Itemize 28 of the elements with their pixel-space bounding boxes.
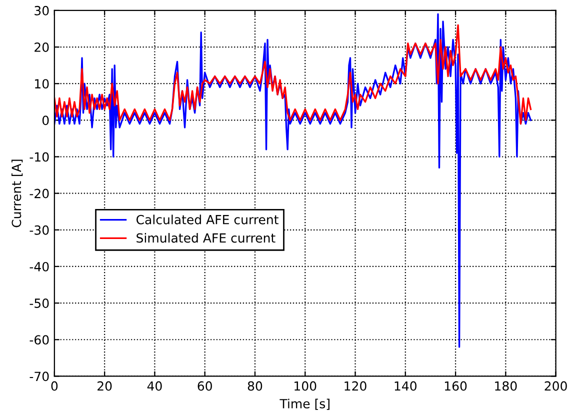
line-series <box>54 24 532 125</box>
x-tick-label: 120 <box>344 381 366 391</box>
y-tick-label: 20 <box>34 42 49 52</box>
line-series <box>54 13 532 348</box>
x-tick-label: 160 <box>444 381 467 391</box>
x-tick-label: 140 <box>394 381 416 391</box>
x-tick-label: 20 <box>98 381 112 391</box>
x-tick-label: 40 <box>147 381 162 391</box>
y-axis-title: Current [A] <box>12 160 23 228</box>
x-tick-label: 100 <box>294 381 316 391</box>
x-tick-label: 80 <box>248 381 262 391</box>
legend-label: Calculated AFE current <box>136 214 278 224</box>
legend-label: Simulated AFE current <box>136 233 276 243</box>
x-tick-label: 60 <box>198 381 212 391</box>
x-tick-label: 0 <box>51 381 58 391</box>
y-tick-label: -40 <box>30 262 49 272</box>
x-tick-label: 200 <box>544 381 567 391</box>
y-tick-label: -70 <box>30 372 49 382</box>
y-tick-label: 30 <box>34 6 49 16</box>
x-tick-label: 180 <box>495 381 517 391</box>
y-tick-label: 10 <box>35 79 49 89</box>
y-tick-label: -30 <box>30 225 49 235</box>
x-axis-title: Time [s] <box>280 398 330 410</box>
y-tick-label: -60 <box>30 335 49 345</box>
y-tick-label: -50 <box>30 298 49 308</box>
y-tick-label: -20 <box>30 188 49 198</box>
y-tick-label: -10 <box>30 152 49 162</box>
y-tick-label: 0 <box>42 116 49 126</box>
